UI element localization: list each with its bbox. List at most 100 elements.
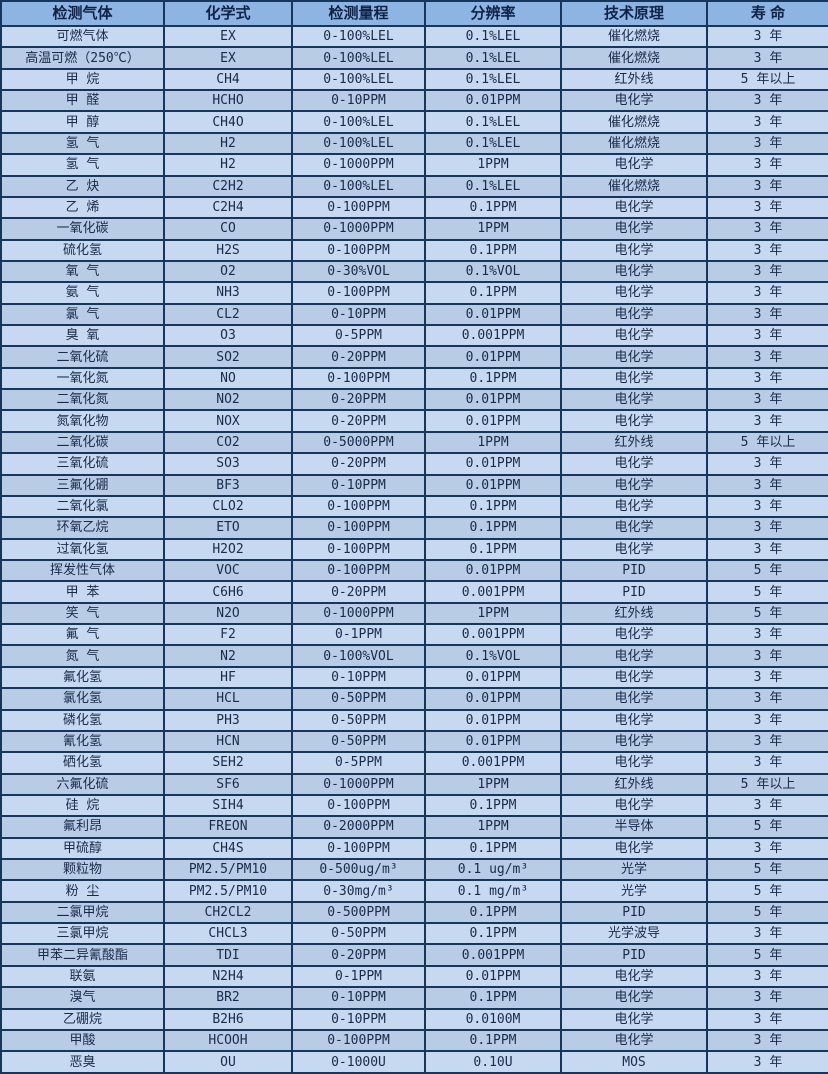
table-cell: 氢 气 bbox=[0, 153, 165, 177]
table-cell: 电化学 bbox=[560, 409, 708, 433]
table-cell: 3 年 bbox=[706, 516, 828, 540]
table-cell: 0-10PPM bbox=[291, 473, 426, 497]
table-cell: 0.001PPM bbox=[424, 580, 562, 604]
table-cell: FREON bbox=[163, 815, 293, 839]
table-cell: 氯 气 bbox=[0, 302, 165, 327]
table-cell: 光学 bbox=[560, 879, 708, 903]
table-cell: 0-100PPM bbox=[291, 558, 426, 583]
table-cell: 3 年 bbox=[706, 986, 828, 1010]
table-cell: VOC bbox=[163, 558, 293, 583]
table-cell: 1PPM bbox=[424, 217, 562, 241]
column-header-range: 检测量程 bbox=[291, 0, 426, 27]
table-cell: 3 年 bbox=[706, 195, 828, 220]
table-cell: 电化学 bbox=[560, 324, 708, 348]
table-row: 甲 醛 HCHO 0-10PPM 0.01PPM 电化学 3 年 bbox=[0, 89, 828, 113]
table-cell: 一氧化氮 bbox=[0, 366, 165, 391]
table-row: 臭 氧 O3 0-5PPM 0.001PPM 电化学 3 年 bbox=[0, 324, 828, 348]
table-cell: H2O2 bbox=[163, 537, 293, 562]
table-cell: 3 年 bbox=[706, 665, 828, 690]
table-cell: 3 年 bbox=[706, 238, 828, 262]
table-cell: 0.01PPM bbox=[424, 388, 562, 412]
table-cell: 颗粒物 bbox=[0, 857, 165, 882]
table-cell: 电化学 bbox=[560, 687, 708, 711]
table-row: 氟利昂 FREON 0-2000PPM 1PPM 半导体 5 年 bbox=[0, 815, 828, 839]
table-cell: H2 bbox=[163, 153, 293, 177]
table-cell: 3 年 bbox=[706, 623, 828, 647]
table-cell: 5 年 bbox=[706, 857, 828, 882]
table-cell: 3 年 bbox=[706, 131, 828, 156]
table-cell: 0-50PPM bbox=[291, 922, 426, 946]
table-cell: 0.01PPM bbox=[424, 729, 562, 754]
table-cell: 0-100PPM bbox=[291, 537, 426, 562]
table-cell: CH2CL2 bbox=[163, 900, 293, 925]
table-cell: 0-20PPM bbox=[291, 409, 426, 433]
table-cell: HF bbox=[163, 665, 293, 690]
table-cell: 3 年 bbox=[706, 281, 828, 305]
table-cell: 3 年 bbox=[706, 644, 828, 668]
table-row: 磷化氢 PH3 0-50PPM 0.01PPM 电化学 3 年 bbox=[0, 708, 828, 732]
table-cell: 0.1PPM bbox=[424, 922, 562, 946]
table-cell: 二氧化氯 bbox=[0, 494, 165, 519]
table-cell: SIH4 bbox=[163, 793, 293, 818]
table-cell: 3 年 bbox=[706, 46, 828, 70]
table-cell: 0-5PPM bbox=[291, 324, 426, 348]
table-cell: 0-1000PPM bbox=[291, 217, 426, 241]
table-row: 二氯甲烷 CH2CL2 0-500PPM 0.1PPM PID 5 年 bbox=[0, 900, 828, 925]
table-cell: 电化学 bbox=[560, 494, 708, 519]
table-cell: 5 年以上 bbox=[706, 67, 828, 92]
table-row: 氢 气 H2 0-1000PPM 1PPM 电化学 3 年 bbox=[0, 153, 828, 177]
table-row: 乙硼烷 B2H6 0-10PPM 0.0100M 电化学 3 年 bbox=[0, 1007, 828, 1031]
table-cell: 0-100%LEL bbox=[291, 131, 426, 156]
table-row: 三氧化硫 SO3 0-20PPM 0.01PPM 电化学 3 年 bbox=[0, 452, 828, 476]
table-cell: 电化学 bbox=[560, 452, 708, 476]
table-cell: 0-50PPM bbox=[291, 687, 426, 711]
table-cell: 电化学 bbox=[560, 238, 708, 262]
table-cell: 3 年 bbox=[706, 687, 828, 711]
table-cell: 0-100PPM bbox=[291, 1028, 426, 1053]
table-cell: 0.1PPM bbox=[424, 366, 562, 391]
table-cell: MOS bbox=[560, 1050, 708, 1074]
table-cell: 0.1 ug/m³ bbox=[424, 857, 562, 882]
table-cell: 电化学 bbox=[560, 388, 708, 412]
table-row: 环氧乙烷 ETO 0-100PPM 0.1PPM 电化学 3 年 bbox=[0, 516, 828, 540]
table-cell: 0.1PPM bbox=[424, 494, 562, 519]
table-cell: 笑 气 bbox=[0, 601, 165, 626]
table-cell: 0-20PPM bbox=[291, 452, 426, 476]
table-body: 可燃气体 EX 0-100%LEL 0.1%LEL 催化燃烧 3 年高温可燃（250℃） E… bbox=[0, 24, 828, 1074]
table-cell: 二氧化硫 bbox=[0, 345, 165, 369]
table-cell: 电化学 bbox=[560, 836, 708, 861]
table-cell: NOX bbox=[163, 409, 293, 433]
table-cell: 0-100PPM bbox=[291, 281, 426, 305]
table-cell: 3 年 bbox=[706, 24, 828, 49]
table-cell: 0-100PPM bbox=[291, 516, 426, 540]
table-cell: 3 年 bbox=[706, 1028, 828, 1053]
table-cell: 0.001PPM bbox=[424, 623, 562, 647]
table-cell: 电化学 bbox=[560, 89, 708, 113]
table-row: 二氧化碳 CO2 0-5000PPM 1PPM 红外线 5 年以上 bbox=[0, 430, 828, 455]
table-cell: 0.01PPM bbox=[424, 89, 562, 113]
table-cell: BR2 bbox=[163, 986, 293, 1010]
table-cell: 0-10PPM bbox=[291, 302, 426, 327]
table-cell: 3 年 bbox=[706, 1050, 828, 1074]
table-cell: 一氧化碳 bbox=[0, 217, 165, 241]
table-cell: 0.1%LEL bbox=[424, 131, 562, 156]
table-cell: 3 年 bbox=[706, 153, 828, 177]
table-cell: 0-1000PPM bbox=[291, 601, 426, 626]
table-cell: 5 年 bbox=[706, 580, 828, 604]
table-cell: 0-100PPM bbox=[291, 494, 426, 519]
table-cell: 红外线 bbox=[560, 601, 708, 626]
table-cell: 3 年 bbox=[706, 345, 828, 369]
table-cell: 5 年以上 bbox=[706, 430, 828, 455]
table-row: 氯 气 CL2 0-10PPM 0.01PPM 电化学 3 年 bbox=[0, 302, 828, 327]
table-cell: CHCL3 bbox=[163, 922, 293, 946]
table-cell: NH3 bbox=[163, 281, 293, 305]
table-row: 氰化氢 HCN 0-50PPM 0.01PPM 电化学 3 年 bbox=[0, 729, 828, 754]
table-cell: TDI bbox=[163, 943, 293, 967]
table-cell: BF3 bbox=[163, 473, 293, 497]
table-cell: 0-1000PPM bbox=[291, 153, 426, 177]
table-cell: 0.1%LEL bbox=[424, 67, 562, 92]
table-cell: 电化学 bbox=[560, 537, 708, 562]
table-cell: 红外线 bbox=[560, 430, 708, 455]
table-cell: PID bbox=[560, 900, 708, 925]
